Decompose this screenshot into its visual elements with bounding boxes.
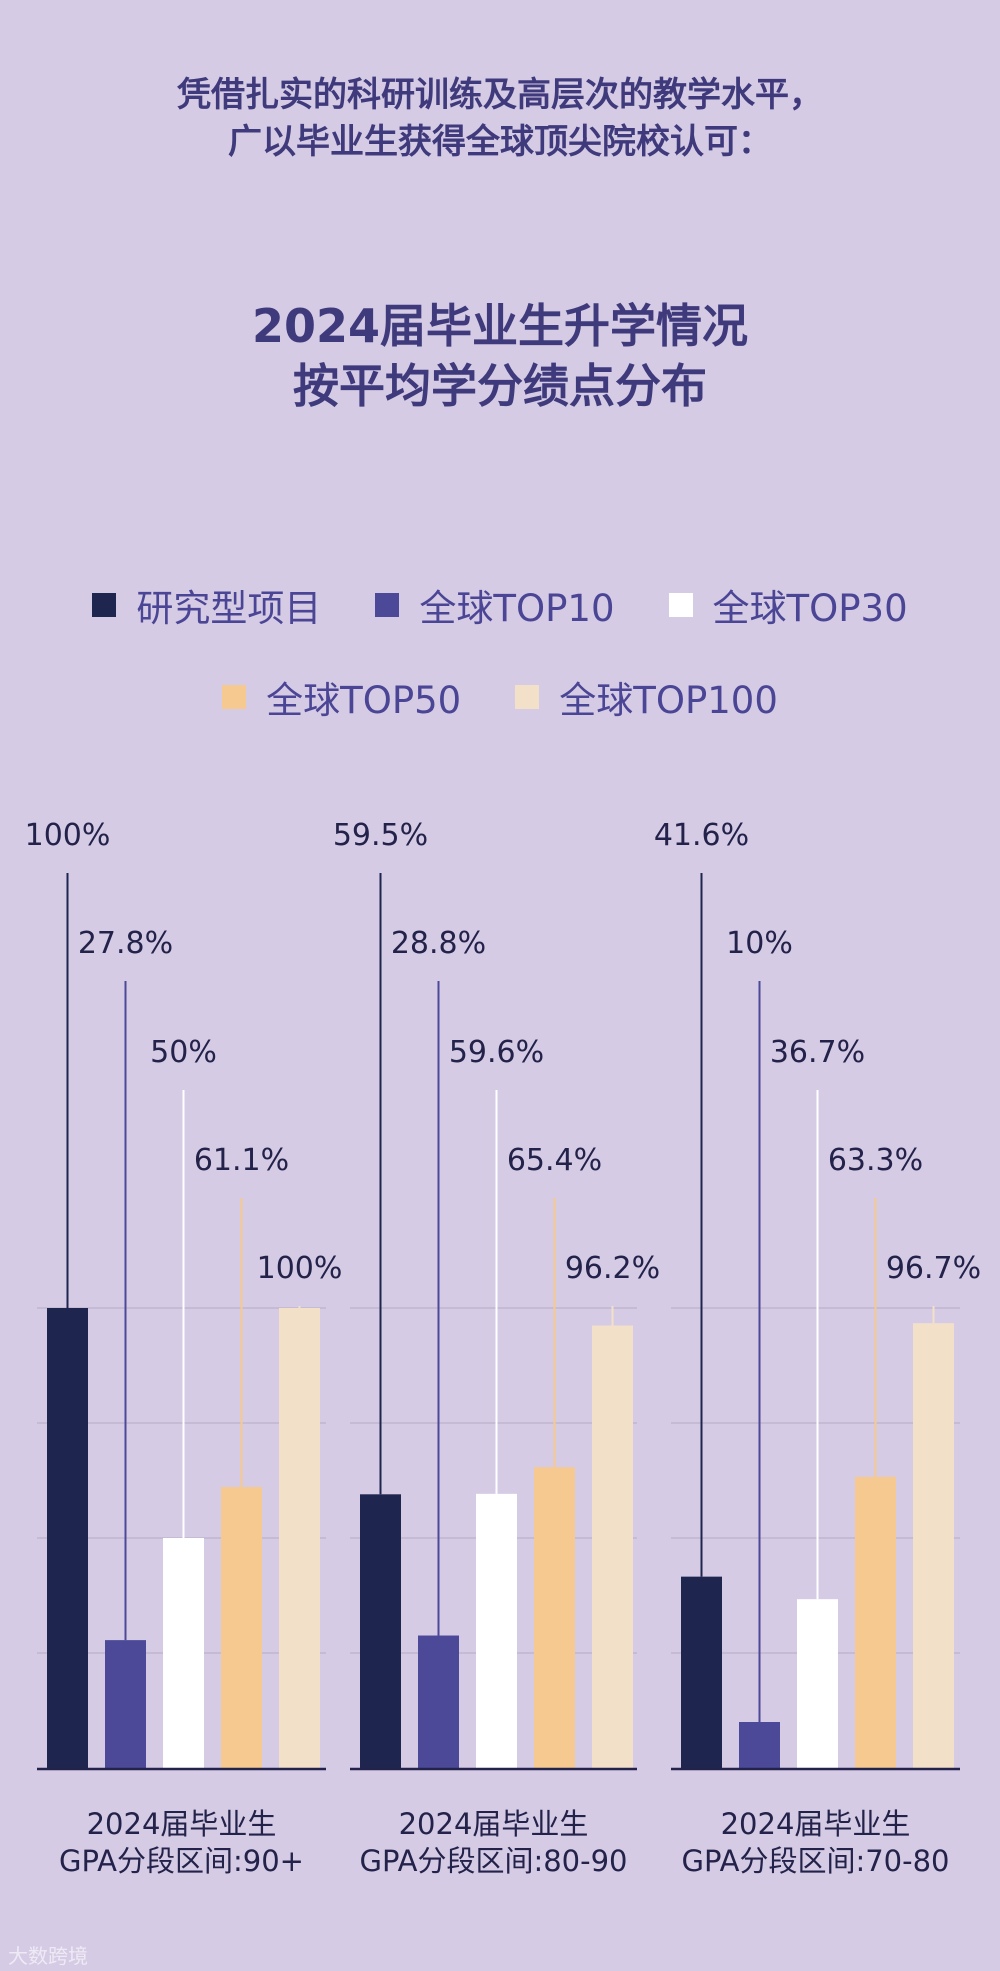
- value-label: 63.3%: [828, 1143, 923, 1178]
- bar-chart: 100%27.8%50%61.1%100%2024届毕业生GPA分段区间:90+…: [25, 818, 982, 1878]
- legend-label-top30: 全球TOP30: [712, 587, 908, 630]
- legend-item-research: 研究型项目: [92, 578, 321, 632]
- chart-title-line-1: 2024届毕业生升学情况: [251, 299, 749, 353]
- category-label-line-1: 2024届毕业生: [721, 1807, 911, 1841]
- category-label-line-2: GPA分段区间:90+: [59, 1844, 304, 1878]
- chart-legend: 研究型项目 全球TOP10 全球TOP30 全球TOP50 全球TOP100: [0, 580, 1000, 764]
- intro-line-2: 广以毕业生获得全球顶尖院校认可：: [228, 122, 772, 162]
- legend-label-top10: 全球TOP10: [419, 587, 615, 630]
- bar: [418, 1635, 459, 1768]
- legend-label-research: 研究型项目: [136, 587, 322, 630]
- chart-title: 2024届毕业生升学情况 按平均学分绩点分布: [0, 296, 1000, 416]
- value-label: 100%: [257, 1251, 343, 1286]
- legend-swatch-research: [92, 593, 117, 617]
- bar: [47, 1308, 88, 1768]
- bar: [681, 1576, 722, 1768]
- intro-text: 凭借扎实的科研训练及高层次的教学水平， 广以毕业生获得全球顶尖院校认可：: [0, 72, 1000, 166]
- bar: [739, 1722, 780, 1768]
- value-label: 65.4%: [507, 1143, 602, 1178]
- bar: [913, 1323, 954, 1768]
- legend-row-1: 研究型项目 全球TOP10 全球TOP30: [0, 580, 1000, 630]
- value-label: 27.8%: [78, 926, 173, 961]
- legend-row-2: 全球TOP50 全球TOP100: [0, 672, 1000, 722]
- bar: [476, 1493, 517, 1768]
- value-label: 28.8%: [391, 926, 486, 961]
- legend-swatch-top50: [222, 685, 247, 709]
- category-label-line-1: 2024届毕业生: [399, 1807, 589, 1841]
- legend-swatch-top100: [515, 685, 540, 709]
- watermark: 大数跨境: [8, 1944, 88, 1968]
- chart-title-line-2: 按平均学分绩点分布: [293, 359, 707, 413]
- value-label: 59.5%: [333, 818, 428, 853]
- bar: [105, 1640, 146, 1768]
- bar: [221, 1486, 262, 1768]
- value-label: 10%: [726, 926, 793, 961]
- value-label: 96.7%: [886, 1251, 981, 1286]
- category-label-line-1: 2024届毕业生: [87, 1807, 277, 1841]
- value-label: 36.7%: [770, 1035, 865, 1070]
- value-label: 100%: [25, 818, 111, 853]
- bar: [534, 1467, 575, 1768]
- legend-item-top100: 全球TOP100: [515, 670, 778, 724]
- bar: [592, 1325, 633, 1768]
- legend-label-top50: 全球TOP50: [266, 679, 462, 722]
- category-label-line-2: GPA分段区间:80-90: [360, 1844, 628, 1878]
- legend-swatch-top30: [668, 593, 693, 617]
- value-label: 96.2%: [565, 1251, 660, 1286]
- bar: [163, 1538, 204, 1768]
- bar: [279, 1308, 320, 1768]
- value-label: 61.1%: [194, 1143, 289, 1178]
- legend-swatch-top10: [375, 593, 400, 617]
- intro-line-1: 凭借扎实的科研训练及高层次的教学水平，: [177, 75, 823, 115]
- value-label: 59.6%: [449, 1035, 544, 1070]
- legend-label-top100: 全球TOP100: [559, 679, 778, 722]
- legend-item-top10: 全球TOP10: [375, 578, 615, 632]
- legend-item-top50: 全球TOP50: [222, 670, 461, 724]
- legend-item-top30: 全球TOP30: [668, 578, 908, 632]
- category-label-line-2: GPA分段区间:70-80: [682, 1844, 950, 1878]
- bar: [360, 1494, 401, 1768]
- value-label: 50%: [150, 1035, 217, 1070]
- bar: [797, 1599, 838, 1768]
- bar: [855, 1476, 896, 1768]
- value-label: 41.6%: [654, 818, 749, 853]
